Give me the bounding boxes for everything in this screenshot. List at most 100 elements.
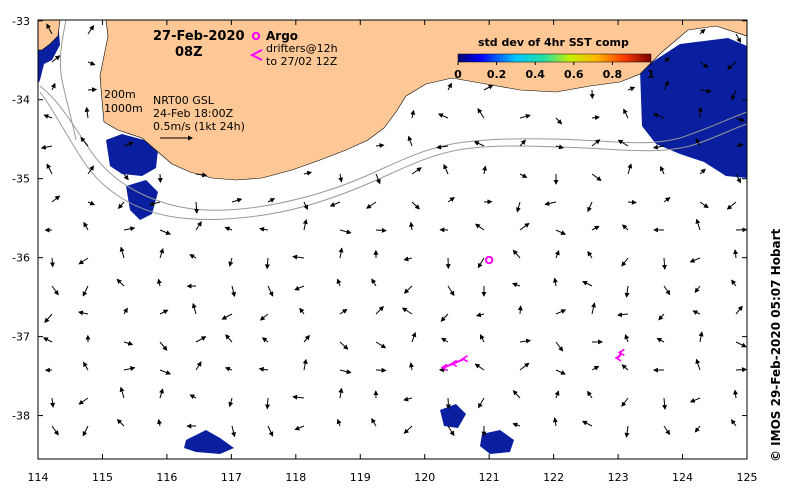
current-vector <box>616 312 629 318</box>
current-vector <box>512 390 521 399</box>
imos-credit: © IMOS 29-Feb-2020 05:07 Hobart <box>769 228 783 462</box>
current-vector <box>656 337 665 343</box>
current-vector <box>695 358 701 371</box>
current-vector <box>474 223 485 231</box>
current-vector <box>627 199 637 205</box>
current-vector <box>699 88 712 94</box>
current-vector <box>477 257 485 269</box>
lon-tick-label: 117 <box>221 471 242 484</box>
current-vector <box>43 114 53 119</box>
current-vector <box>517 305 523 315</box>
current-vector <box>403 256 413 262</box>
drifter-track <box>443 357 466 369</box>
lon-tick-label: 124 <box>672 471 693 484</box>
lat-tick-label: -36 <box>12 252 30 265</box>
current-vector <box>195 221 202 231</box>
current-vector <box>735 173 741 184</box>
current-vector <box>695 137 701 147</box>
current-vector <box>159 229 172 235</box>
plot-area <box>38 20 747 459</box>
drifter-position-marker <box>450 359 458 368</box>
lon-tick-label: 118 <box>285 471 306 484</box>
current-vector <box>294 285 305 291</box>
current-vector <box>84 106 90 119</box>
current-vector <box>512 249 521 259</box>
current-vector <box>623 108 629 119</box>
map-date: 27-Feb-2020 <box>153 29 245 44</box>
current-vector <box>731 89 737 101</box>
current-vector <box>371 417 377 427</box>
current-vector <box>46 163 53 175</box>
current-vector <box>336 278 342 287</box>
current-vector <box>694 285 701 293</box>
current-vector <box>119 386 125 399</box>
current-vector <box>699 61 709 68</box>
current-vector <box>621 364 629 371</box>
current-vector <box>264 257 270 270</box>
current-vector <box>116 418 125 427</box>
current-vector <box>591 139 601 147</box>
current-vector <box>554 249 560 259</box>
current-vector <box>80 136 89 147</box>
lat-tick-label: -33 <box>12 15 30 28</box>
current-vector <box>621 397 629 407</box>
current-vector <box>447 425 455 437</box>
current-vector <box>51 425 59 436</box>
current-vector <box>338 387 344 399</box>
isobath-lines <box>39 20 747 221</box>
current-vector <box>87 25 95 35</box>
drifters-legend-sublabel: to 27/02 12Z <box>266 55 338 68</box>
current-vector <box>726 61 737 70</box>
current-vector <box>519 362 530 371</box>
current-vector <box>258 366 269 372</box>
current-vector <box>259 226 269 232</box>
current-vector <box>658 313 665 321</box>
current-vector <box>663 425 671 436</box>
current-vector <box>735 367 747 373</box>
drifter-position-marker <box>440 363 448 372</box>
current-vector <box>338 247 344 259</box>
sst-patch-cape-leeuwin <box>106 134 158 176</box>
current-vector <box>624 333 630 343</box>
current-vector <box>519 113 531 119</box>
current-vector <box>339 341 349 350</box>
current-vector <box>77 310 89 316</box>
current-vector <box>730 419 737 427</box>
current-vector <box>689 397 701 403</box>
current-vector <box>555 117 563 125</box>
current-vector <box>195 336 207 343</box>
current-vector <box>443 163 449 175</box>
current-vector <box>436 144 449 150</box>
current-vector <box>447 197 455 203</box>
current-vector <box>116 278 125 287</box>
colorbar-title: std dev of 4hr SST comp <box>478 36 629 49</box>
colorbar-tick-label: 0.2 <box>487 68 507 81</box>
current-vectors <box>40 23 747 438</box>
current-vector <box>403 285 413 294</box>
lat-tick-label: -35 <box>12 173 30 186</box>
drifter-tracks <box>440 348 625 372</box>
current-vector <box>78 397 89 405</box>
current-vector <box>123 173 129 181</box>
current-vector <box>624 425 630 438</box>
current-vector <box>552 417 558 427</box>
lat-tick-label: -37 <box>12 331 30 344</box>
current-vector <box>401 307 413 315</box>
current-vector <box>699 201 709 209</box>
current-vector <box>480 334 485 343</box>
current-vector <box>591 115 600 121</box>
current-vector <box>411 331 417 343</box>
current-vector <box>123 226 136 232</box>
current-vector <box>731 279 737 287</box>
current-vector <box>261 337 269 343</box>
current-vector <box>267 425 274 437</box>
current-vector <box>694 425 701 433</box>
current-vector <box>587 250 593 259</box>
current-vector <box>87 165 95 175</box>
current-vector <box>726 201 737 210</box>
current-vector <box>228 257 234 267</box>
current-vector <box>662 397 668 410</box>
current-vector <box>82 285 89 297</box>
current-vector <box>265 397 271 410</box>
colorbar-tick-label: 1 <box>647 68 655 81</box>
